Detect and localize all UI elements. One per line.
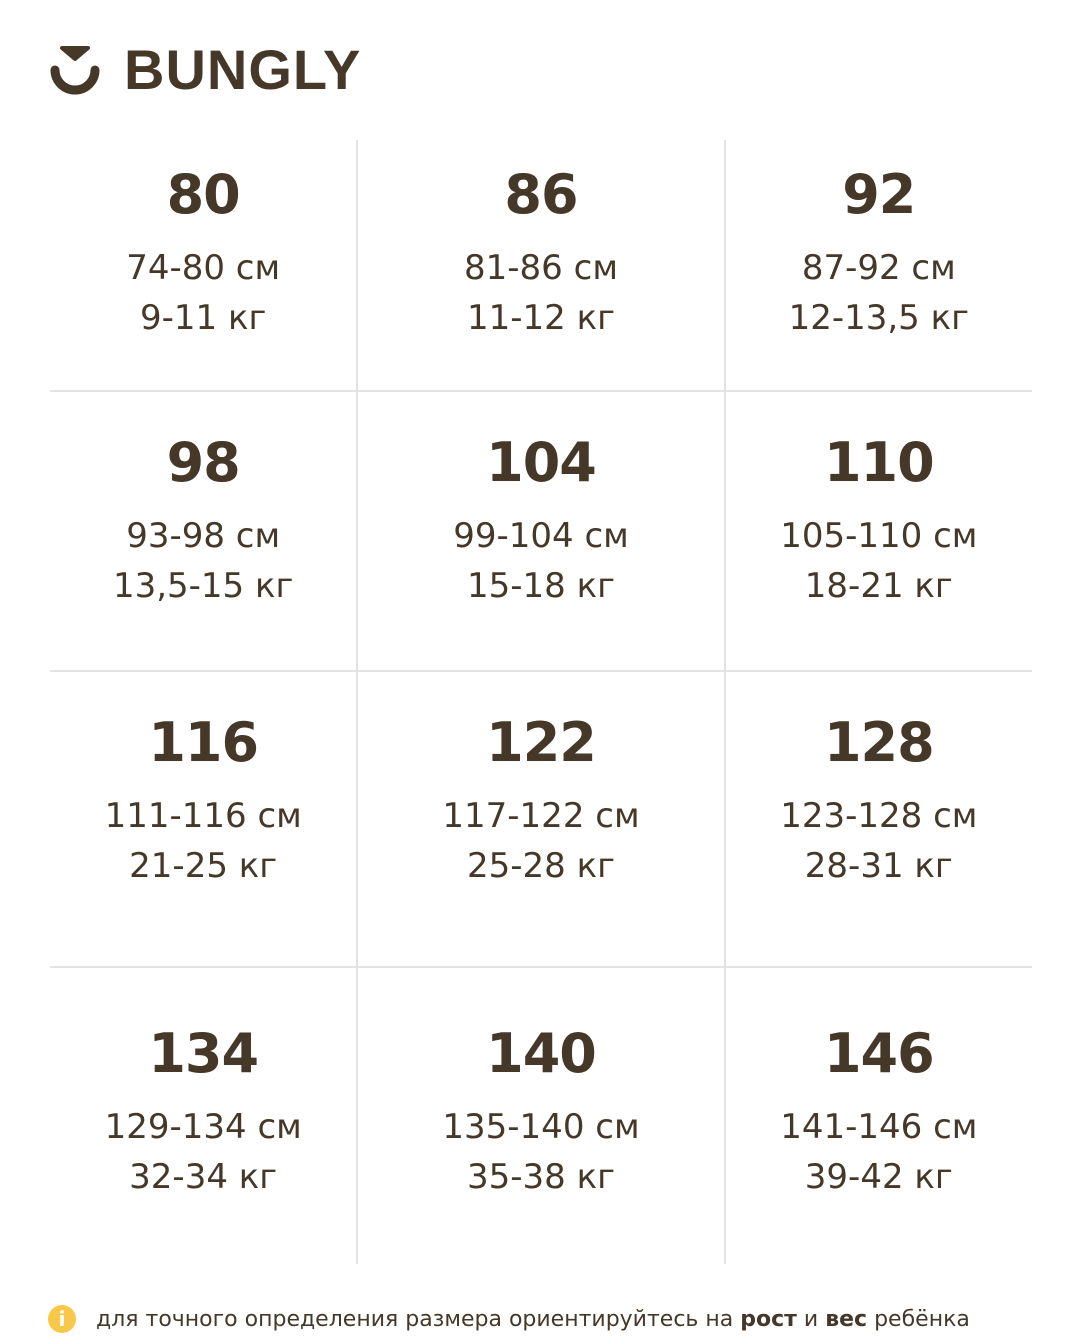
size-number: 92 [842, 163, 916, 226]
footer-text: для точного определения размера ориентир… [96, 1306, 970, 1332]
height-range: 87-92 см [801, 248, 956, 288]
height-range: 141-146 см [780, 1107, 978, 1147]
size-cell: 98 93-98 см 13,5-15 кг [50, 392, 356, 670]
size-row: 80 74-80 см 9-11 кг 86 81-86 см 11-12 кг 9… [50, 140, 1032, 390]
height-range: 135-140 см [442, 1107, 640, 1147]
size-number: 146 [823, 1022, 935, 1085]
size-number: 86 [504, 163, 578, 226]
height-range: 99-104 см [453, 516, 629, 556]
weight-range: 32-34 кг [129, 1157, 278, 1197]
height-range: 111-116 см [104, 796, 302, 836]
logo: BUNGLY [50, 42, 361, 98]
height-range: 123-128 см [780, 796, 978, 836]
size-cell: 104 99-104 см 15-18 кг [356, 392, 723, 670]
size-cell: 122 117-122 см 25-28 кг [356, 672, 723, 966]
size-cell: 116 111-116 см 21-25 кг [50, 672, 356, 966]
size-cell: 146 141-146 см 39-42 кг [723, 968, 1032, 1264]
weight-range: 12-13,5 кг [788, 298, 970, 338]
weight-range: 13,5-15 кг [112, 566, 294, 606]
size-number: 134 [148, 1022, 259, 1085]
weight-range: 25-28 кг [466, 846, 615, 886]
weight-range: 18-21 кг [804, 566, 953, 606]
size-cell: 128 123-128 см 28-31 кг [723, 672, 1032, 966]
size-number: 122 [486, 711, 597, 774]
size-number: 128 [823, 711, 935, 774]
size-cell: 86 81-86 см 11-12 кг [356, 140, 723, 390]
size-cell: 110 105-110 см 18-21 кг [723, 392, 1032, 670]
size-row: 116 111-116 см 21-25 кг 122 117-122 см 25… [50, 670, 1032, 966]
height-range: 105-110 см [780, 516, 978, 556]
weight-range: 35-38 кг [466, 1157, 615, 1197]
height-range: 81-86 см [464, 248, 618, 288]
weight-range: 28-31 кг [804, 846, 953, 886]
size-cell: 140 135-140 см 35-38 кг [356, 968, 723, 1264]
size-number: 116 [148, 711, 259, 774]
info-icon: i [48, 1305, 76, 1333]
size-number: 110 [823, 431, 935, 494]
size-row: 134 129-134 см 32-34 кг 140 135-140 см 35… [50, 966, 1032, 1264]
weight-range: 11-12 кг [466, 298, 615, 338]
footer-note: i для точного определения размера ориент… [48, 1305, 970, 1333]
size-cell: 92 87-92 см 12-13,5 кг [723, 140, 1032, 390]
weight-range: 9-11 кг [140, 298, 267, 338]
size-row: 98 93-98 см 13,5-15 кг 104 99-104 см 15-1… [50, 390, 1032, 670]
size-number: 98 [166, 431, 241, 494]
bungly-logo-icon [50, 46, 100, 95]
size-number: 104 [486, 431, 597, 494]
weight-range: 15-18 кг [466, 566, 615, 606]
height-range: 93-98 см [126, 516, 281, 556]
height-range: 117-122 см [442, 796, 640, 836]
height-range: 74-80 см [126, 248, 281, 288]
height-range: 129-134 см [104, 1107, 302, 1147]
size-cell: 134 129-134 см 32-34 кг [50, 968, 356, 1264]
weight-range: 39-42 кг [804, 1157, 953, 1197]
brand-name: BUNGLY [124, 38, 362, 101]
size-number: 140 [486, 1022, 597, 1085]
size-table: 80 74-80 см 9-11 кг 86 81-86 см 11-12 кг 9… [50, 140, 1032, 1264]
size-number: 80 [166, 163, 241, 226]
size-cell: 80 74-80 см 9-11 кг [50, 140, 356, 390]
weight-range: 21-25 кг [129, 846, 278, 886]
